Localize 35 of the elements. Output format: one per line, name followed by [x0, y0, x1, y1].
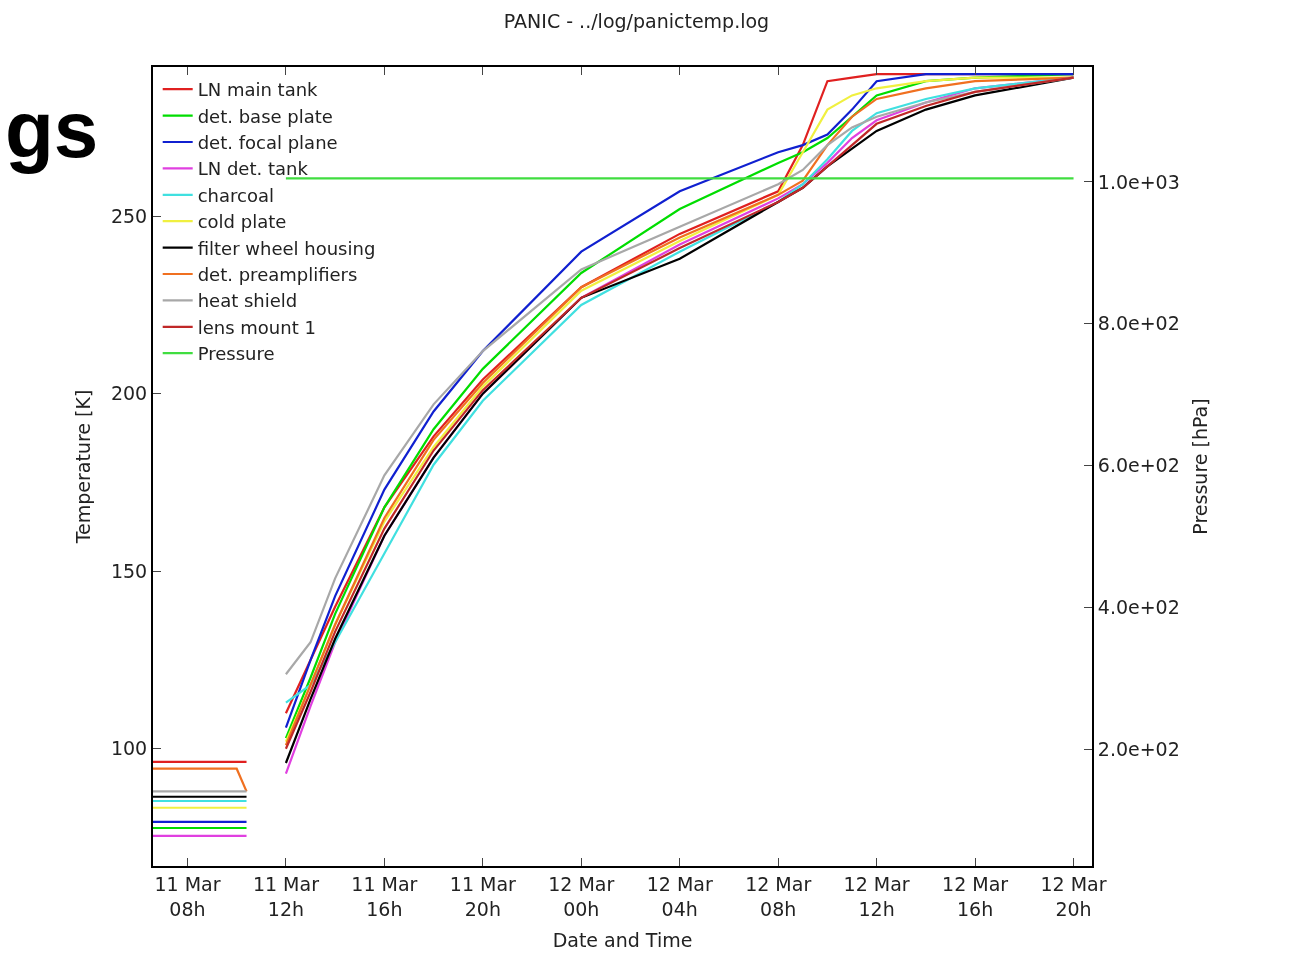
x-tick-label: 12 Mar 08h — [745, 872, 812, 920]
legend-label: heat shield — [197, 290, 298, 312]
y2-tick-label: 1.0e+03 — [1097, 170, 1180, 193]
x-tick-label: 12 Mar 16h — [942, 872, 1009, 920]
y2-tick-label: 8.0e+02 — [1097, 312, 1180, 335]
y2-tick-label: 4.0e+02 — [1097, 595, 1180, 618]
y-axis-title: Temperature [K] — [72, 389, 95, 545]
x-tick-label: 11 Mar 16h — [351, 872, 418, 920]
x-tick-label: 12 Mar 00h — [548, 872, 615, 920]
legend-label: cold plate — [197, 211, 287, 233]
x-tick-label: 12 Mar 20h — [1040, 872, 1107, 920]
legend-label: LN main tank — [197, 79, 319, 101]
legend-label: LN det. tank — [197, 158, 309, 180]
text: gs — [5, 85, 99, 174]
y-tick-label: 100 — [110, 737, 148, 760]
x-tick-label: 11 Mar 08h — [154, 872, 221, 920]
legend-label: filter wheel housing — [197, 237, 376, 259]
x-tick-label: 11 Mar 20h — [449, 872, 517, 920]
chart-title: PANIC - ../log/panictemp.log — [503, 9, 770, 32]
y2-tick-label: 6.0e+02 — [1097, 454, 1180, 477]
legend-label: Pressure — [197, 343, 275, 365]
legend-label: charcoal — [197, 184, 274, 206]
legend-label: det. base plate — [197, 105, 333, 127]
y-tick-label: 150 — [110, 559, 148, 582]
y-tick-label: 200 — [110, 382, 148, 405]
legend-label: det. preamplifiers — [197, 264, 358, 286]
x-tick-label: 12 Mar 04h — [646, 872, 713, 920]
x-axis-title: Date and Time — [552, 928, 693, 951]
y2-axis-title: Pressure [hPa] — [1189, 398, 1212, 535]
y2-tick-label: 2.0e+02 — [1097, 737, 1180, 760]
legend-label: det. focal plane — [197, 132, 338, 154]
y-tick-label: 250 — [110, 204, 148, 227]
x-tick-label: 11 Mar 12h — [252, 872, 320, 920]
legend-label: lens mount 1 — [197, 316, 316, 338]
x-tick-label: 12 Mar 12h — [843, 872, 910, 920]
